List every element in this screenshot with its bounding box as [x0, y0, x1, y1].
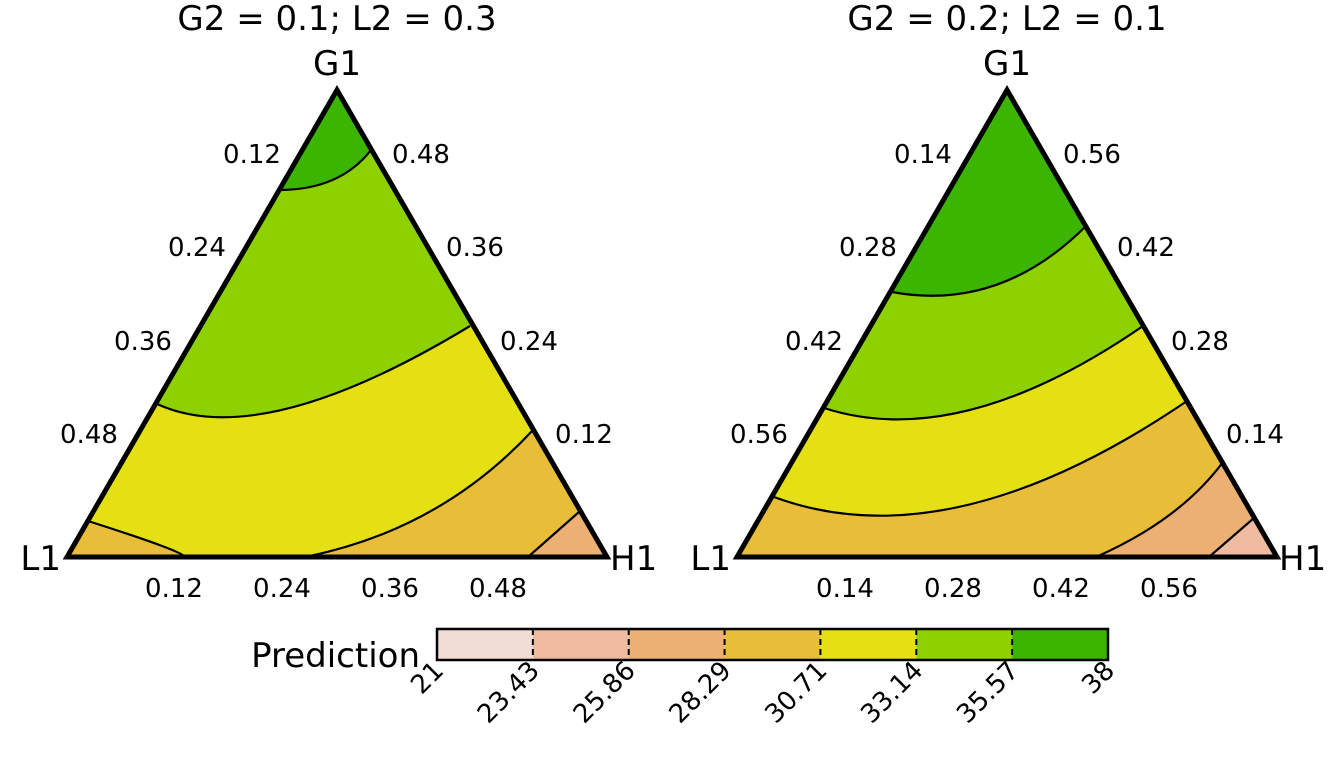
legend-tick-label: 30.71: [760, 656, 834, 730]
panel-1-left-tick: 0.48: [60, 420, 118, 450]
panel-2-vertex-right: H1: [1279, 539, 1326, 579]
panel-2-right-tick: 0.28: [1171, 327, 1229, 357]
panel-1-contour-line: [304, 430, 533, 557]
panel-2: G2 = 0.2; L2 = 0.1 G1 L: [690, 0, 1326, 604]
panel-2-left-ticks: 0.14 0.28 0.42 0.56: [730, 140, 952, 450]
legend: Prediction 21 23.43 25.86 28.29 30.71 33.14 35…: [251, 627, 1121, 730]
panel-1-bottom-tick: 0.48: [469, 574, 527, 604]
panel-2-vertex-left: L1: [690, 539, 731, 579]
panel-1-region-25.86-28.29: [528, 512, 607, 557]
panel-2-left-tick: 0.28: [839, 233, 897, 263]
panel-1-right-tick: 0.12: [555, 420, 613, 450]
panel-1-contours: [67, 90, 607, 557]
panel-2-bottom-tick: 0.14: [816, 574, 874, 604]
legend-tick-label: 33.14: [855, 656, 929, 730]
legend-colorbar-border: [435, 627, 1110, 662]
panel-1-contour-line: [527, 511, 580, 557]
panel-2-contour-lines: [773, 225, 1255, 557]
panel-1-left-ticks: 0.12 0.24 0.36 0.48: [60, 140, 281, 450]
panel-1-contour-lines: [87, 149, 580, 557]
panel-1-vertex-left: L1: [20, 539, 61, 579]
legend-swatch: [628, 629, 725, 660]
panel-1-left-tick: 0.36: [114, 327, 172, 357]
legend-tick-label: 23.43: [472, 656, 546, 730]
panel-1-contour-line: [156, 325, 471, 419]
panel-2-triangle-border: [732, 85, 1282, 560]
legend-tick-labels: 21 23.43 25.86 28.29 30.71 33.14 35.57 38: [405, 656, 1121, 730]
legend-tick-label: 35.57: [951, 656, 1025, 730]
legend-swatch: [916, 629, 1013, 660]
panel-2-right-ticks: 0.56 0.42 0.28 0.14: [1063, 140, 1284, 450]
legend-tick-label: 25.86: [568, 656, 642, 730]
legend-tick-label: 38: [1076, 656, 1121, 701]
panel-1-contour-line: [278, 149, 372, 192]
panel-1-vertex-top: G1: [313, 44, 361, 84]
panel-1-vertex-right: H1: [610, 539, 657, 579]
panel-1-left-tick: 0.24: [168, 233, 226, 263]
panel-2-vertex-top: G1: [983, 44, 1031, 84]
legend-title: Prediction: [251, 636, 420, 676]
legend-swatch: [724, 629, 821, 660]
legend-swatch: [437, 629, 533, 660]
panel-1-triangle-border: [62, 85, 612, 560]
panel-1-right-tick: 0.48: [392, 140, 450, 170]
panel-1: G2 = 0.1; L2 = 0.3 G1 L1 H1: [20, 0, 657, 604]
panel-2-left-tick: 0.14: [894, 140, 952, 170]
panel-2-title: G2 = 0.2; L2 = 0.1: [847, 0, 1166, 39]
legend-tick-label: 28.29: [664, 656, 738, 730]
panel-2-bottom-ticks: 0.14 0.28 0.42 0.56: [816, 574, 1198, 604]
panel-2-left-tick: 0.42: [785, 327, 843, 357]
panel-1-right-tick: 0.24: [500, 327, 558, 357]
panel-2-bottom-tick: 0.56: [1140, 574, 1198, 604]
panel-1-region-33.14-35.57: [67, 90, 470, 418]
panel-2-contour-line: [891, 225, 1087, 297]
panel-2-right-tick: 0.14: [1226, 420, 1284, 450]
panel-2-contour-line: [823, 325, 1144, 421]
panel-1-left-tick: 0.12: [223, 140, 281, 170]
panel-2-contour-line: [1208, 517, 1255, 557]
legend-swatch: [1012, 629, 1108, 660]
panel-1-bottom-tick: 0.12: [145, 574, 203, 604]
panel-2-bottom-tick: 0.42: [1032, 574, 1090, 604]
panel-1-bottom-tick: 0.36: [361, 574, 419, 604]
panel-1-bottom-tick: 0.24: [253, 574, 311, 604]
panel-1-bottom-ticks: 0.12 0.24 0.36 0.48: [145, 574, 527, 604]
panel-2-region-23.43-25.86: [1209, 518, 1277, 557]
panel-2-contour-line: [1095, 461, 1224, 557]
panel-2-contour-line: [773, 400, 1188, 517]
panel-2-right-tick: 0.42: [1117, 233, 1175, 263]
panel-1-right-tick: 0.36: [446, 233, 504, 263]
panel-2-bottom-tick: 0.28: [924, 574, 982, 604]
panel-2-right-tick: 0.56: [1063, 140, 1121, 170]
legend-swatch: [820, 629, 917, 660]
panel-1-title: G2 = 0.1; L2 = 0.3: [177, 0, 496, 39]
panel-2-left-tick: 0.56: [730, 420, 788, 450]
legend-colorbar: [437, 629, 1108, 660]
panel-1-right-ticks: 0.48 0.36 0.24 0.12: [392, 140, 613, 450]
legend-swatch: [532, 629, 629, 660]
